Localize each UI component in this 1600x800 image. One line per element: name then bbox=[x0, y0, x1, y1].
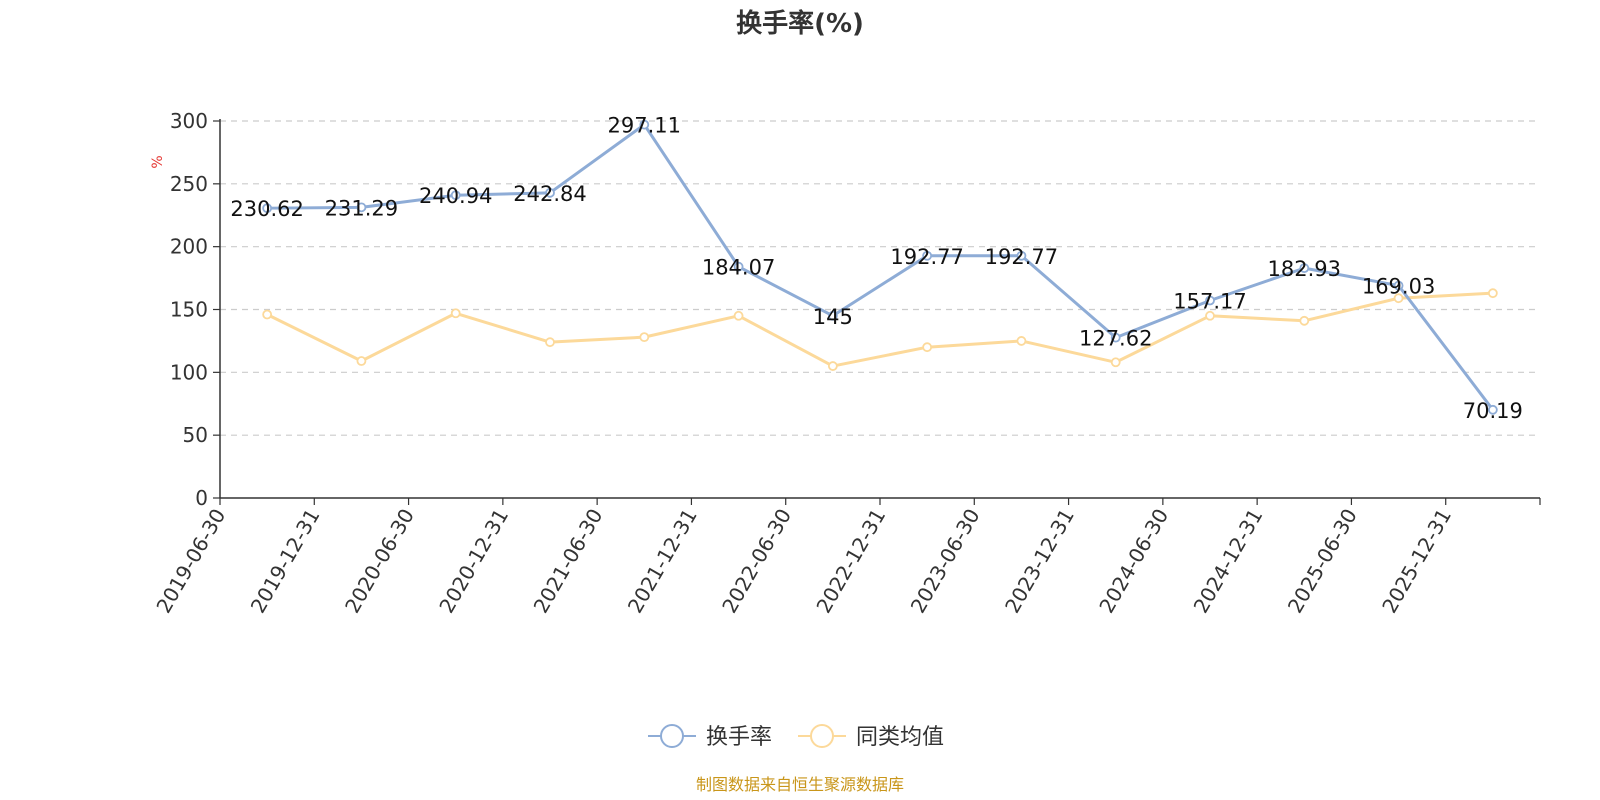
x-tick-label: 2022-06-30 bbox=[717, 505, 796, 618]
axes bbox=[219, 119, 1540, 499]
x-tick-label: 2025-06-30 bbox=[1283, 505, 1362, 618]
legend-label: 换手率 bbox=[706, 725, 772, 750]
x-tick-label: 2024-06-30 bbox=[1094, 505, 1173, 618]
data-label: 157.17 bbox=[1173, 289, 1246, 313]
chart-title: 换手率(%) bbox=[736, 8, 864, 39]
series-line bbox=[267, 123, 1495, 411]
data-label: 182.93 bbox=[1268, 257, 1341, 281]
y-axis-ticks: 0 50 100 150 200 250 300 bbox=[170, 109, 220, 510]
x-axis-ticks: 2019-06-30 2019-12-31 2020-06-30 2020-12-31… bbox=[151, 498, 1541, 618]
x-tick-label: 2020-06-30 bbox=[340, 505, 419, 618]
legend-item[interactable]: 同类均值 bbox=[798, 724, 944, 750]
data-label: 184.07 bbox=[702, 256, 775, 280]
data-label: 192.77 bbox=[985, 245, 1058, 269]
data-point bbox=[356, 356, 367, 366]
x-tick-label: 2019-06-30 bbox=[151, 505, 230, 618]
data-label: 169.03 bbox=[1362, 275, 1435, 299]
legend-circle-icon bbox=[660, 724, 684, 748]
data-point bbox=[1016, 336, 1027, 346]
x-tick-label: 2023-12-31 bbox=[1000, 505, 1079, 618]
data-label: 242.84 bbox=[513, 182, 586, 206]
data-point bbox=[922, 250, 933, 261]
data-label: 231.29 bbox=[325, 196, 398, 220]
data-point bbox=[827, 310, 838, 321]
y-tick-label: 0 bbox=[195, 486, 208, 510]
series-line bbox=[266, 291, 1493, 368]
data-point bbox=[262, 309, 273, 320]
data-label: 192.77 bbox=[890, 245, 963, 269]
data-point bbox=[262, 203, 273, 214]
y-tick-label: 100 bbox=[170, 360, 208, 384]
data-point bbox=[733, 310, 744, 321]
grid-lines bbox=[220, 120, 1540, 436]
data-point bbox=[450, 190, 461, 201]
data-point bbox=[1393, 280, 1404, 291]
data-point bbox=[450, 308, 461, 319]
x-tick-label: 2020-12-31 bbox=[434, 505, 513, 618]
x-tick-label: 2021-06-30 bbox=[529, 505, 608, 618]
data-point bbox=[639, 119, 650, 130]
y-tick-label: 300 bbox=[170, 109, 208, 133]
source-note: 制图数据来自恒生聚源数据库 bbox=[696, 775, 904, 794]
x-tick-label: 2023-06-30 bbox=[906, 505, 985, 618]
data-point bbox=[545, 187, 555, 198]
data-label: 70.19 bbox=[1463, 399, 1523, 423]
data-point bbox=[1487, 288, 1498, 299]
y-tick-label: 150 bbox=[170, 298, 208, 322]
data-point bbox=[1110, 332, 1121, 343]
data-point bbox=[1016, 250, 1027, 261]
x-tick-label: 2019-12-31 bbox=[246, 505, 325, 618]
data-point bbox=[1205, 295, 1215, 306]
data-point bbox=[356, 202, 367, 213]
data-point bbox=[1487, 404, 1498, 415]
data-point bbox=[639, 332, 650, 343]
data-point bbox=[545, 337, 555, 348]
y-tick-label: 200 bbox=[170, 235, 208, 259]
data-point bbox=[1393, 293, 1404, 304]
data-point bbox=[1299, 263, 1310, 274]
legend-circle-icon bbox=[810, 724, 834, 748]
x-tick-label: 2024-12-31 bbox=[1189, 505, 1268, 618]
x-tick-label: 2022-12-31 bbox=[811, 505, 890, 618]
data-labels: 230.62 231.29 240.94 242.84 297.11 184.07 145 1… bbox=[230, 114, 1523, 423]
legend-item[interactable]: 换手率 bbox=[648, 724, 772, 750]
data-point bbox=[922, 342, 933, 353]
x-tick-label: 2021-12-31 bbox=[623, 505, 702, 618]
y-tick-label: 250 bbox=[170, 172, 208, 196]
data-label: 297.11 bbox=[608, 114, 681, 138]
data-label: 230.62 bbox=[230, 197, 303, 221]
legend: 换手率 同类均值 bbox=[648, 724, 944, 750]
data-point bbox=[827, 361, 838, 371]
legend-label: 同类均值 bbox=[856, 725, 944, 750]
data-label: 240.94 bbox=[419, 184, 492, 208]
data-label: 145 bbox=[813, 305, 853, 329]
data-point bbox=[1299, 315, 1310, 326]
series-layer bbox=[262, 119, 1498, 415]
y-axis-label: % bbox=[150, 155, 166, 168]
data-point bbox=[733, 261, 744, 272]
data-point bbox=[1110, 357, 1121, 368]
y-tick-label: 50 bbox=[183, 423, 208, 447]
data-point bbox=[1205, 310, 1215, 321]
x-tick-label: 2025-12-31 bbox=[1377, 505, 1456, 618]
data-label: 127.62 bbox=[1079, 327, 1152, 351]
